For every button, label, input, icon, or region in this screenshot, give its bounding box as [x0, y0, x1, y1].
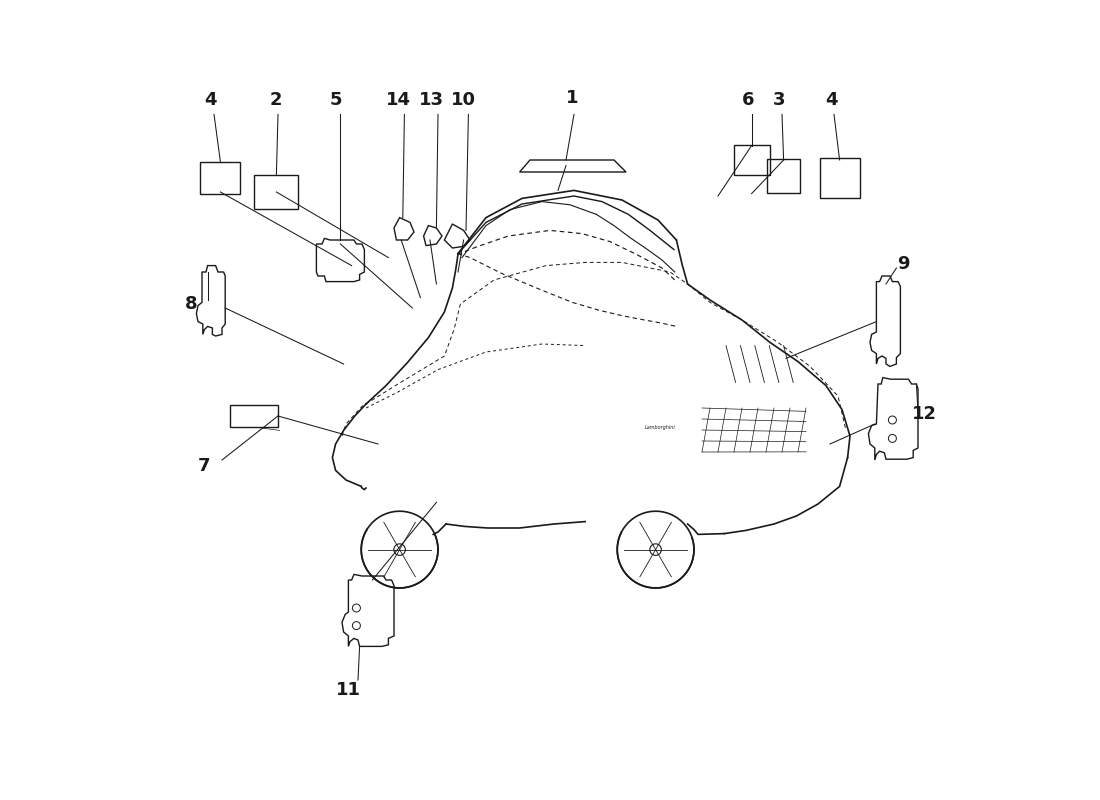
Text: 12: 12 [912, 406, 937, 423]
Bar [254, 175, 298, 209]
Text: 5: 5 [329, 91, 342, 109]
Bar [200, 162, 241, 194]
Text: 14: 14 [385, 91, 410, 109]
Text: 8: 8 [185, 295, 198, 313]
Text: 1: 1 [566, 89, 579, 106]
Bar [734, 145, 770, 175]
Text: Lamborghini: Lamborghini [645, 426, 675, 430]
Text: 4: 4 [204, 91, 217, 109]
Text: 11: 11 [336, 681, 361, 698]
Text: 4: 4 [825, 91, 838, 109]
Text: 3: 3 [772, 91, 785, 109]
Text: 9: 9 [898, 255, 910, 273]
Text: 13: 13 [419, 91, 444, 109]
Bar [230, 405, 278, 427]
Text: 2: 2 [270, 91, 282, 109]
Text: 10: 10 [451, 91, 476, 109]
Text: 7: 7 [198, 457, 211, 474]
Bar [767, 159, 801, 193]
Bar [820, 158, 859, 198]
Text: 6: 6 [742, 91, 755, 109]
